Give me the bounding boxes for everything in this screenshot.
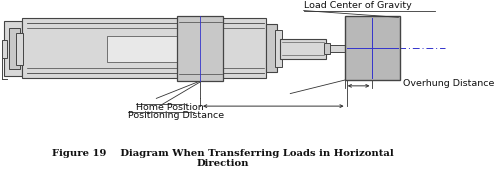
Text: Home Position: Home Position <box>136 103 203 112</box>
Bar <box>275 30 282 67</box>
Bar <box>280 39 326 59</box>
Bar <box>324 43 330 54</box>
Text: Direction: Direction <box>197 159 250 168</box>
Bar <box>345 16 400 80</box>
Bar <box>16 33 23 65</box>
Bar <box>22 18 266 78</box>
Text: Figure 19    Diagram When Transferring Loads in Horizontal: Figure 19 Diagram When Transferring Load… <box>52 149 394 158</box>
Text: Load Center of Gravity: Load Center of Gravity <box>304 1 412 10</box>
Bar <box>328 45 346 52</box>
Bar <box>177 16 224 81</box>
Bar <box>107 36 196 62</box>
Bar <box>9 28 20 69</box>
Text: Overhung Distance: Overhung Distance <box>403 79 494 88</box>
Bar <box>2 40 7 58</box>
Bar <box>4 21 22 76</box>
Bar <box>266 24 277 72</box>
Text: Positioning Distance: Positioning Distance <box>128 111 224 120</box>
